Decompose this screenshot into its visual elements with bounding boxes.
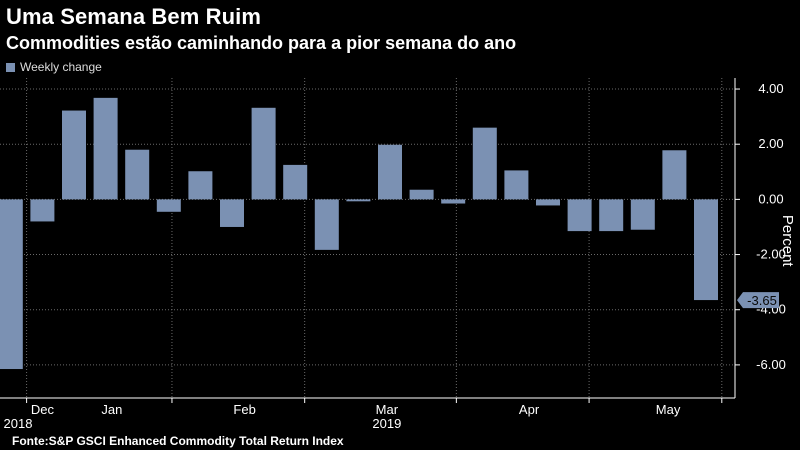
- x-tick-label: Apr: [519, 402, 540, 417]
- bar: [220, 199, 244, 227]
- bar: [694, 199, 718, 301]
- bar: [378, 144, 402, 200]
- y-axis-label: Percent: [779, 215, 796, 268]
- bar: [62, 110, 86, 200]
- bar: [472, 127, 497, 200]
- legend: Weekly change: [6, 60, 102, 74]
- bar: [599, 199, 624, 232]
- bars: [0, 97, 718, 370]
- bar: [567, 199, 592, 232]
- bar: [125, 149, 150, 200]
- bar: [188, 171, 213, 200]
- gridlines: [0, 78, 735, 398]
- legend-swatch: [6, 62, 15, 72]
- bar: [346, 199, 371, 202]
- callout-label: -3.65: [747, 293, 777, 308]
- callout-box: [737, 292, 779, 309]
- x-tick-label: Jan: [101, 402, 122, 417]
- legend-label: Weekly change: [20, 60, 102, 74]
- bar: [409, 189, 434, 200]
- source-note: Fonte:S&P GSCI Enhanced Commodity Total …: [12, 434, 344, 448]
- x-tick-label: Feb: [233, 402, 255, 417]
- x-tick-label: May: [656, 402, 681, 417]
- bar: [93, 97, 118, 200]
- bar: [251, 107, 276, 200]
- chart-title: Uma Semana Bem Ruim: [6, 4, 261, 29]
- x-year-label: 2019: [372, 416, 401, 431]
- x-year-label: 2018: [4, 416, 33, 431]
- bar: [630, 199, 655, 230]
- bar: [283, 164, 308, 200]
- bar: [504, 170, 529, 200]
- bar: [662, 150, 687, 200]
- x-tick-label: Dec: [31, 402, 55, 417]
- y-tick-label: -2.00: [756, 247, 786, 262]
- value-callout: -3.65: [737, 292, 779, 309]
- bar: [156, 199, 181, 212]
- y-tick-label: -6.00: [756, 357, 786, 372]
- x-tick-label: Mar: [376, 402, 399, 417]
- y-tick-label: 2.00: [758, 136, 783, 151]
- bar: [536, 199, 560, 206]
- bar: [314, 199, 339, 250]
- chart-subtitle: Commodities estão caminhando para a pior…: [6, 33, 517, 53]
- x-axis: Dec Jan Feb Mar Apr May 2018 2019: [0, 397, 735, 431]
- bar: [441, 199, 466, 204]
- y-tick-label: 4.00: [758, 81, 783, 96]
- bar: [0, 199, 23, 370]
- y-tick-label: 0.00: [758, 191, 783, 206]
- bar: [30, 199, 55, 222]
